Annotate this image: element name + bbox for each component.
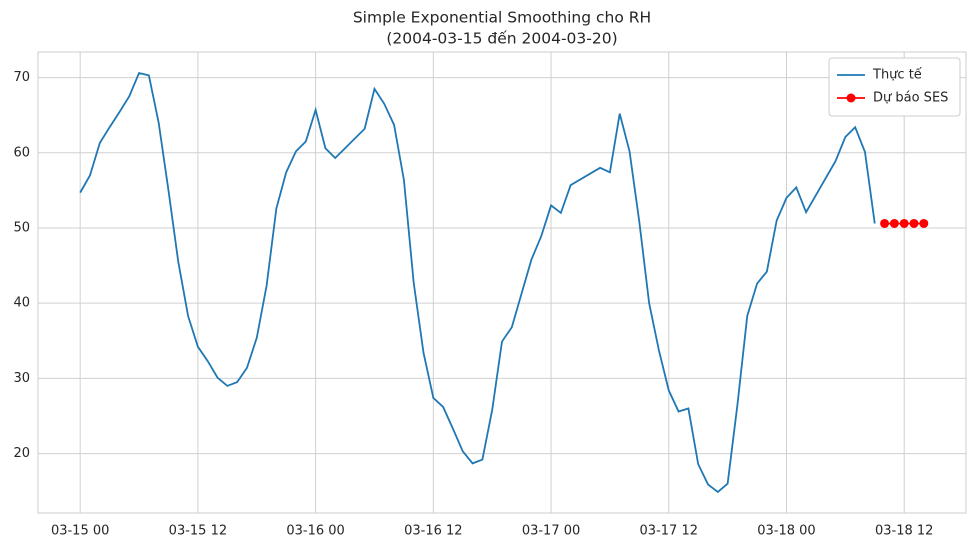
legend: Thực tế Dự báo SES — [828, 57, 961, 117]
y-tick-label: 50 — [13, 220, 30, 235]
x-tick-label: 03-16 12 — [404, 524, 462, 539]
x-tick-label: 03-15 00 — [51, 524, 109, 539]
series-marker — [889, 218, 899, 228]
legend-box — [828, 57, 961, 117]
legend-label: Dự báo SES — [873, 91, 948, 106]
x-tick-label: 03-18 12 — [875, 524, 933, 539]
y-tick-label: 40 — [13, 296, 30, 311]
series-marker — [909, 218, 919, 228]
plot-frame — [37, 51, 967, 514]
x-tick-label: 03-16 00 — [286, 524, 344, 539]
plot-area — [38, 52, 966, 513]
x-tick-label: 03-17 12 — [640, 524, 698, 539]
series-line — [79, 72, 876, 494]
legend-marker — [846, 93, 856, 103]
series-marker — [899, 218, 909, 228]
x-tick-label: 03-15 12 — [169, 524, 227, 539]
chart-title: Simple Exponential Smoothing cho RH — [353, 9, 651, 27]
series-marker — [880, 218, 890, 228]
x-tick-label: 03-17 00 — [522, 524, 580, 539]
y-tick-label: 30 — [13, 371, 30, 386]
y-tick-label: 60 — [13, 145, 30, 160]
x-tick-label: 03-18 00 — [757, 524, 815, 539]
y-tick-label: 70 — [13, 70, 30, 85]
chart-subtitle: (2004-03-15 đến 2004-03-20) — [386, 30, 617, 48]
series-marker — [919, 218, 929, 228]
legend-label: Thực tế — [872, 68, 922, 83]
y-tick-label: 20 — [13, 446, 30, 461]
